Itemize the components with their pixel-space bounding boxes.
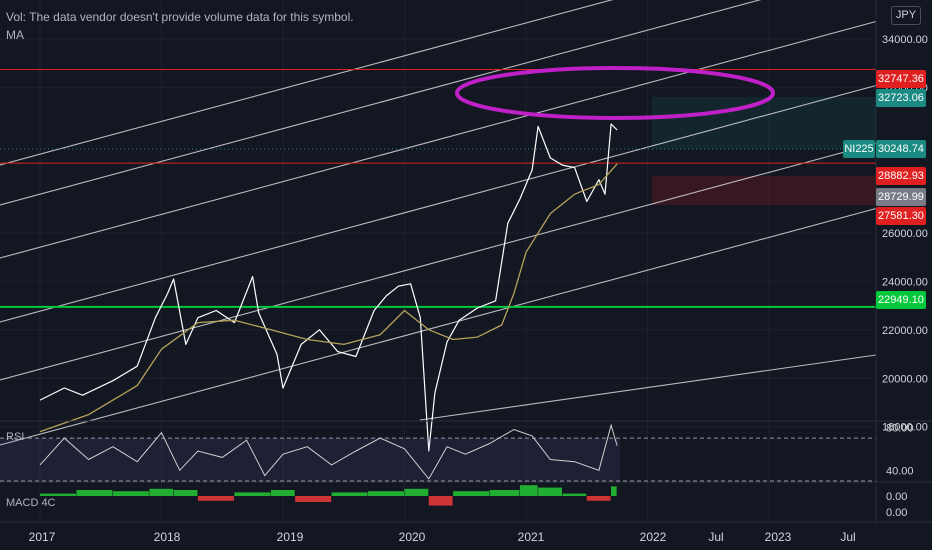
ma-line bbox=[39, 163, 618, 433]
price-tag-32723: 32723.06 bbox=[876, 89, 926, 107]
price-tag-27581: 27581.30 bbox=[876, 207, 926, 225]
macd-bar bbox=[173, 490, 198, 496]
macd-bar bbox=[112, 491, 149, 496]
time-tick-label: 2022 bbox=[640, 530, 667, 544]
price-line bbox=[39, 123, 618, 452]
channel-line[interactable] bbox=[0, 20, 877, 259]
circle-annotation[interactable] bbox=[455, 66, 775, 120]
time-tick-label: 2017 bbox=[29, 530, 56, 544]
macd-bar bbox=[489, 490, 520, 496]
macd-bar bbox=[197, 496, 234, 501]
time-tick-label: Jul bbox=[708, 530, 723, 544]
macd-bar bbox=[40, 493, 76, 496]
price-tag-28882: 28882.93 bbox=[876, 167, 926, 185]
price-tick-label: 34000.00 bbox=[882, 34, 928, 46]
macd-bar bbox=[234, 492, 271, 496]
grid bbox=[0, 0, 876, 522]
channel-line[interactable] bbox=[0, 0, 876, 166]
price-tick-label: 24000.00 bbox=[882, 276, 928, 288]
time-tick-label: 2019 bbox=[277, 530, 304, 544]
macd-bar bbox=[76, 490, 113, 496]
time-tick-label: 2021 bbox=[518, 530, 545, 544]
channel-line[interactable] bbox=[0, 142, 877, 381]
rsi-tick-label: 40.00 bbox=[886, 465, 914, 477]
macd-label: MACD 4C bbox=[6, 497, 56, 509]
price-tick-label: 22000.00 bbox=[882, 325, 928, 337]
macd-bar bbox=[562, 493, 587, 496]
channel-line[interactable] bbox=[0, 207, 877, 446]
rsi-label: RSI bbox=[6, 431, 24, 443]
stop-zone bbox=[652, 176, 876, 205]
price-tag-current: 30248.74 bbox=[876, 140, 926, 158]
macd-tick-label: 0.00 bbox=[886, 507, 907, 519]
projection-zone bbox=[652, 97, 876, 205]
rsi-pane: RSI 80.00 40.00 bbox=[0, 420, 932, 482]
ma-legend: MA bbox=[6, 28, 24, 42]
macd-bar bbox=[368, 491, 404, 496]
price-tick-label: 20000.00 bbox=[882, 373, 928, 385]
symbol-tag: NI225 bbox=[843, 140, 875, 158]
channel-lines bbox=[0, 0, 877, 446]
macd-bar bbox=[428, 496, 453, 506]
currency-button[interactable]: JPY bbox=[891, 6, 921, 25]
price-series bbox=[39, 123, 618, 452]
price-tag-32747: 32747.36 bbox=[876, 70, 926, 88]
macd-bar bbox=[611, 486, 617, 496]
macd-bar bbox=[331, 492, 368, 496]
price-tick-label: 18000.00 bbox=[882, 422, 928, 434]
macd-bar bbox=[404, 488, 429, 496]
macd-pane: MACD 4C 0.00 0.00 bbox=[0, 481, 932, 519]
rsi-line bbox=[39, 423, 618, 480]
volume-legend: Vol: The data vendor doesn't provide vol… bbox=[6, 10, 354, 24]
time-tick-label: 2023 bbox=[765, 530, 792, 544]
macd-bar bbox=[519, 485, 538, 496]
time-axis[interactable]: 2017 2018 2019 2020 2021 2022 Jul 2023 Jul bbox=[0, 521, 932, 544]
macd-bar bbox=[270, 490, 295, 496]
rsi-tick-label: 80.00 bbox=[886, 422, 914, 434]
macd-bar bbox=[149, 488, 174, 496]
macd-bar bbox=[295, 496, 332, 502]
macd-bar bbox=[453, 491, 490, 496]
channel-line[interactable] bbox=[0, 0, 876, 206]
channel-line[interactable] bbox=[419, 354, 877, 421]
channel-line[interactable] bbox=[0, 84, 877, 323]
macd-bar bbox=[586, 496, 611, 501]
time-tick-label: Jul bbox=[840, 530, 855, 544]
price-tag-28729: 28729.99 bbox=[876, 188, 926, 206]
time-tick-label: 2020 bbox=[399, 530, 426, 544]
rsi-band bbox=[0, 438, 620, 481]
macd-tick-label: 0.00 bbox=[886, 491, 907, 503]
price-tick-label: 26000.00 bbox=[882, 228, 928, 240]
price-tag-22949: 22949.10 bbox=[876, 291, 926, 309]
target-zone bbox=[652, 97, 876, 149]
time-tick-label: 2018 bbox=[154, 530, 181, 544]
horizontal-levels bbox=[0, 69, 876, 308]
macd-bar bbox=[538, 487, 562, 496]
